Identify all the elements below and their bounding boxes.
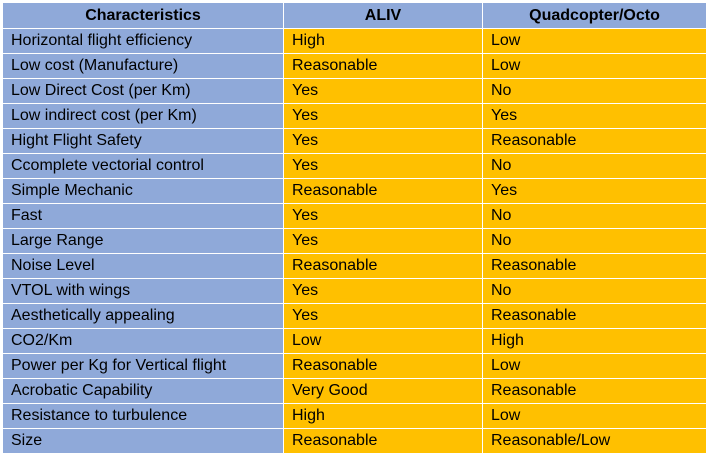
quadcopter-value-cell: Reasonable/Low [482,428,707,454]
quadcopter-value-cell: Yes [482,178,707,204]
characteristic-cell: Ccomplete vectorial control [2,153,284,179]
characteristic-cell: Size [2,428,284,454]
header-characteristics: Characteristics [2,2,284,29]
table-row: Aesthetically appealing Yes Reasonable [2,303,707,329]
characteristic-cell: Large Range [2,228,284,254]
table-row: CO2/Km Low High [2,328,707,354]
aliv-value-cell: Yes [283,153,483,179]
table-row: Acrobatic Capability Very Good Reasonable [2,378,707,404]
quadcopter-value-cell: Low [482,403,707,429]
quadcopter-value-cell: High [482,328,707,354]
characteristic-cell: Noise Level [2,253,284,279]
table-header: Characteristics ALIV Quadcopter/Octo [2,2,707,29]
characteristic-cell: Low Direct Cost (per Km) [2,78,284,104]
aliv-value-cell: Low [283,328,483,354]
quadcopter-value-cell: No [482,228,707,254]
characteristic-cell: Low cost (Manufacture) [2,53,284,79]
header-row: Characteristics ALIV Quadcopter/Octo [2,2,707,29]
aliv-value-cell: Reasonable [283,428,483,454]
table-row: Low cost (Manufacture) Reasonable Low [2,53,707,79]
characteristic-cell: Simple Mechanic [2,178,284,204]
characteristic-cell: VTOL with wings [2,278,284,304]
aliv-value-cell: Yes [283,203,483,229]
characteristic-cell: Hight Flight Safety [2,128,284,154]
aliv-value-cell: Yes [283,278,483,304]
header-quadcopter: Quadcopter/Octo [482,2,707,29]
table-row: Low Direct Cost (per Km) Yes No [2,78,707,104]
quadcopter-value-cell: No [482,278,707,304]
characteristic-cell: Low indirect cost (per Km) [2,103,284,129]
characteristic-cell: Aesthetically appealing [2,303,284,329]
table-row: Fast Yes No [2,203,707,229]
header-aliv: ALIV [283,2,483,29]
table-row: Power per Kg for Vertical flight Reasonab… [2,353,707,379]
characteristic-cell: Fast [2,203,284,229]
table-row: VTOL with wings Yes No [2,278,707,304]
quadcopter-value-cell: Low [482,353,707,379]
quadcopter-value-cell: No [482,78,707,104]
table-row: Low indirect cost (per Km) Yes Yes [2,103,707,129]
characteristic-cell: Horizontal flight efficiency [2,28,284,54]
aliv-value-cell: Yes [283,103,483,129]
aliv-value-cell: Very Good [283,378,483,404]
table-row: Large Range Yes No [2,228,707,254]
quadcopter-value-cell: No [482,203,707,229]
quadcopter-value-cell: Reasonable [482,128,707,154]
aliv-value-cell: Reasonable [283,253,483,279]
table-body: Horizontal flight efficiency High Low Low c… [2,28,707,454]
quadcopter-value-cell: No [482,153,707,179]
quadcopter-value-cell: Reasonable [482,303,707,329]
characteristic-cell: CO2/Km [2,328,284,354]
aliv-value-cell: High [283,403,483,429]
aliv-value-cell: Yes [283,128,483,154]
aliv-value-cell: Reasonable [283,353,483,379]
aliv-value-cell: Reasonable [283,178,483,204]
quadcopter-value-cell: Yes [482,103,707,129]
aliv-value-cell: Reasonable [283,53,483,79]
aliv-value-cell: Yes [283,78,483,104]
table-row: Horizontal flight efficiency High Low [2,28,707,54]
characteristic-cell: Acrobatic Capability [2,378,284,404]
table-row: Simple Mechanic Reasonable Yes [2,178,707,204]
quadcopter-value-cell: Low [482,53,707,79]
table-row: Resistance to turbulence High Low [2,403,707,429]
table-row: Noise Level Reasonable Reasonable [2,253,707,279]
characteristic-cell: Resistance to turbulence [2,403,284,429]
aliv-value-cell: High [283,28,483,54]
quadcopter-value-cell: Low [482,28,707,54]
quadcopter-value-cell: Reasonable [482,378,707,404]
table-row: Size Reasonable Reasonable/Low [2,428,707,454]
table-row: Hight Flight Safety Yes Reasonable [2,128,707,154]
quadcopter-value-cell: Reasonable [482,253,707,279]
aliv-value-cell: Yes [283,303,483,329]
aliv-value-cell: Yes [283,228,483,254]
characteristic-cell: Power per Kg for Vertical flight [2,353,284,379]
table-row: Ccomplete vectorial control Yes No [2,153,707,179]
